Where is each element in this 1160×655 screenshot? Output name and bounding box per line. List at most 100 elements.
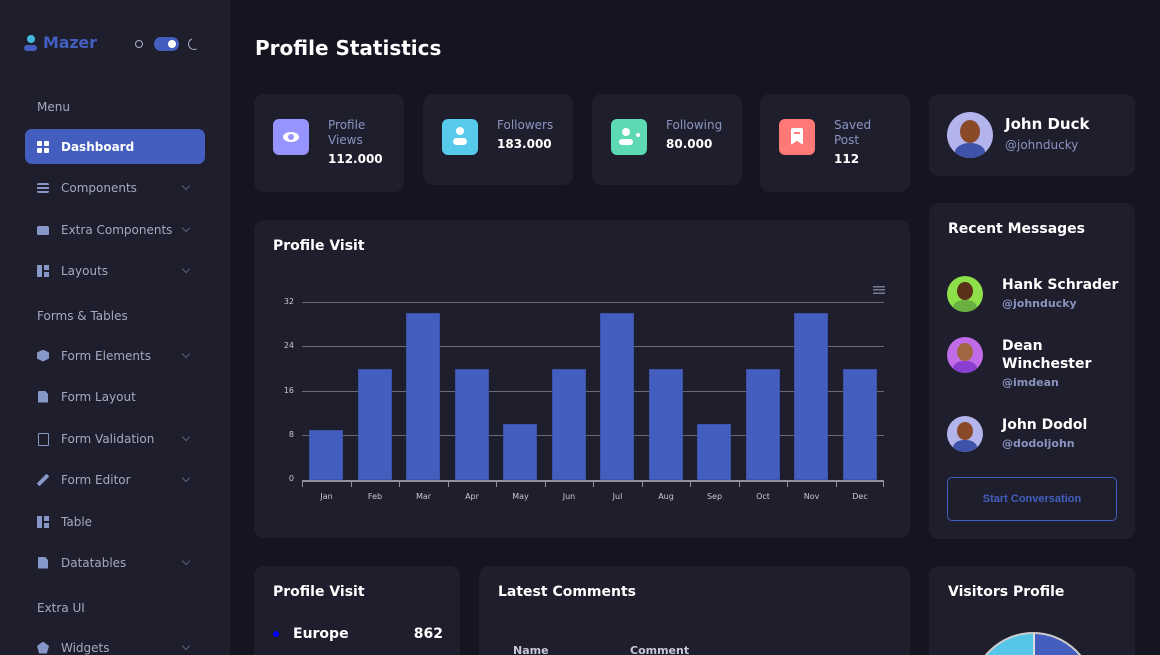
- x-tick: Sep: [706, 492, 723, 501]
- avatar: [947, 112, 993, 158]
- x-tick: Feb: [367, 492, 383, 501]
- pie-chart: [971, 632, 1095, 655]
- region-value: 862: [413, 626, 443, 642]
- chart-menu-icon[interactable]: [873, 286, 885, 294]
- message-sender-name: Dean Winchester: [1002, 338, 1092, 372]
- chart-bar[interactable]: [551, 368, 586, 480]
- theme-toggle: [132, 37, 201, 51]
- y-tick: 0: [288, 474, 294, 483]
- chart-bar[interactable]: [600, 313, 635, 480]
- sidebar-item-form-editor[interactable]: Form Editor: [25, 462, 205, 497]
- card-title: Profile Visit: [273, 238, 365, 254]
- sidebar-item-label: Extra Components: [61, 222, 173, 237]
- file-table-icon: [37, 557, 49, 569]
- chart-bar[interactable]: [648, 368, 683, 480]
- sidebar-item-label: Form Layout: [61, 389, 136, 404]
- column-header-comment[interactable]: Comment: [630, 644, 690, 655]
- sidebar-item-label: Table: [61, 514, 93, 529]
- chart-bar[interactable]: [406, 313, 441, 480]
- chevron-down-icon: [181, 181, 191, 191]
- x-tick: Jun: [562, 492, 576, 501]
- sidebar-item-datatables[interactable]: Datatables: [25, 545, 205, 580]
- stat-card-following: Following 80.000: [592, 94, 742, 185]
- card-title: Profile Visit: [273, 584, 365, 600]
- chart-bar[interactable]: [794, 313, 829, 480]
- x-tick: Oct: [756, 492, 770, 501]
- chart-bar[interactable]: [309, 429, 344, 480]
- bookmark-icon: [779, 119, 815, 155]
- chart-bar[interactable]: [745, 368, 780, 480]
- pen-icon: [37, 474, 49, 486]
- sidebar-section-forms-tables: Forms & Tables: [37, 309, 128, 323]
- avatar: [947, 337, 983, 373]
- stat-value: 80.000: [666, 137, 713, 151]
- sidebar-item-label: Components: [61, 180, 137, 195]
- x-tick: Nov: [803, 492, 820, 501]
- stat-value: 112.000: [328, 152, 383, 166]
- sidebar-item-label: Widgets: [61, 640, 110, 655]
- card-title: Latest Comments: [498, 584, 637, 600]
- person-icon: [442, 119, 478, 155]
- eye-icon: [273, 119, 309, 155]
- region-name: Europe: [293, 626, 349, 642]
- message-sender-handle: @johnducky: [1002, 297, 1077, 310]
- stat-label: Saved Post: [834, 118, 872, 147]
- sidebar-item-form-validation[interactable]: Form Validation: [25, 421, 205, 456]
- sidebar-item-label: Form Editor: [61, 472, 131, 487]
- profile-name: John Duck: [1005, 115, 1090, 133]
- sidebar-item-form-layout[interactable]: Form Layout: [25, 379, 205, 414]
- chevron-down-icon: [181, 556, 191, 566]
- person-add-icon: [611, 119, 647, 155]
- x-tick: Dec: [852, 492, 868, 501]
- chevron-down-icon: [181, 223, 191, 233]
- briefcase-icon: [37, 224, 49, 236]
- x-tick: May: [512, 492, 529, 501]
- sidebar-item-extra-components[interactable]: Extra Components: [25, 212, 205, 247]
- sidebar-item-label: Form Elements: [61, 348, 151, 363]
- dark-mode-switch[interactable]: [154, 37, 179, 51]
- stat-value: 183.000: [497, 137, 552, 151]
- chevron-down-icon: [181, 264, 191, 274]
- chevron-down-icon: [181, 473, 191, 483]
- profile-visit-chart-card: Profile Visit 32 24 16 8 0 Jan Feb Mar Apr M…: [254, 220, 910, 538]
- hexagon-icon: [37, 350, 49, 362]
- message-sender-name: John Dodol: [1002, 417, 1088, 433]
- y-tick: 32: [283, 297, 294, 306]
- stat-card-saved-post: Saved Post 112: [760, 94, 910, 192]
- stat-label: Following: [666, 118, 723, 132]
- sidebar-item-widgets[interactable]: Widgets: [25, 630, 205, 655]
- stat-label: Followers: [497, 118, 554, 132]
- circle-fill-icon: [273, 631, 279, 637]
- sidebar-item-label: Dashboard: [61, 139, 135, 154]
- chart-bar[interactable]: [357, 368, 392, 480]
- start-conversation-button[interactable]: Start Conversation: [947, 477, 1117, 521]
- moon-icon: [187, 37, 201, 51]
- card-title: Visitors Profile: [948, 584, 1065, 600]
- sidebar-item-form-elements[interactable]: Form Elements: [25, 338, 205, 373]
- region-row: Europe 862: [273, 626, 443, 642]
- profile-handle: @johnducky: [1005, 138, 1079, 152]
- chart-bar[interactable]: [454, 368, 489, 480]
- column-header-name[interactable]: Name: [513, 644, 549, 655]
- x-tick: Apr: [465, 492, 479, 501]
- layout-icon: [37, 515, 49, 528]
- sidebar-item-dashboard[interactable]: Dashboard: [25, 129, 205, 164]
- profile-card[interactable]: John Duck @johnducky: [929, 94, 1135, 176]
- layout-icon: [37, 264, 49, 277]
- chart-bar[interactable]: [697, 424, 732, 480]
- user-icon: [24, 34, 37, 51]
- sidebar-item-components[interactable]: Components: [25, 170, 205, 205]
- sidebar-item-label: Datatables: [61, 555, 127, 570]
- chart-bar[interactable]: [842, 368, 877, 480]
- sidebar-item-layouts[interactable]: Layouts: [25, 253, 205, 288]
- sidebar-item-label: Layouts: [61, 263, 109, 278]
- chart-bar[interactable]: [503, 424, 538, 480]
- latest-comments-card: Latest Comments Name Comment: [479, 566, 910, 655]
- brand-logo[interactable]: Mazer: [24, 33, 97, 52]
- x-tick: Jul: [612, 492, 623, 501]
- journal-check-icon: [37, 432, 49, 446]
- sidebar-item-table[interactable]: Table: [25, 504, 205, 539]
- stat-label: Profile Views: [328, 118, 366, 147]
- avatar: [947, 276, 983, 312]
